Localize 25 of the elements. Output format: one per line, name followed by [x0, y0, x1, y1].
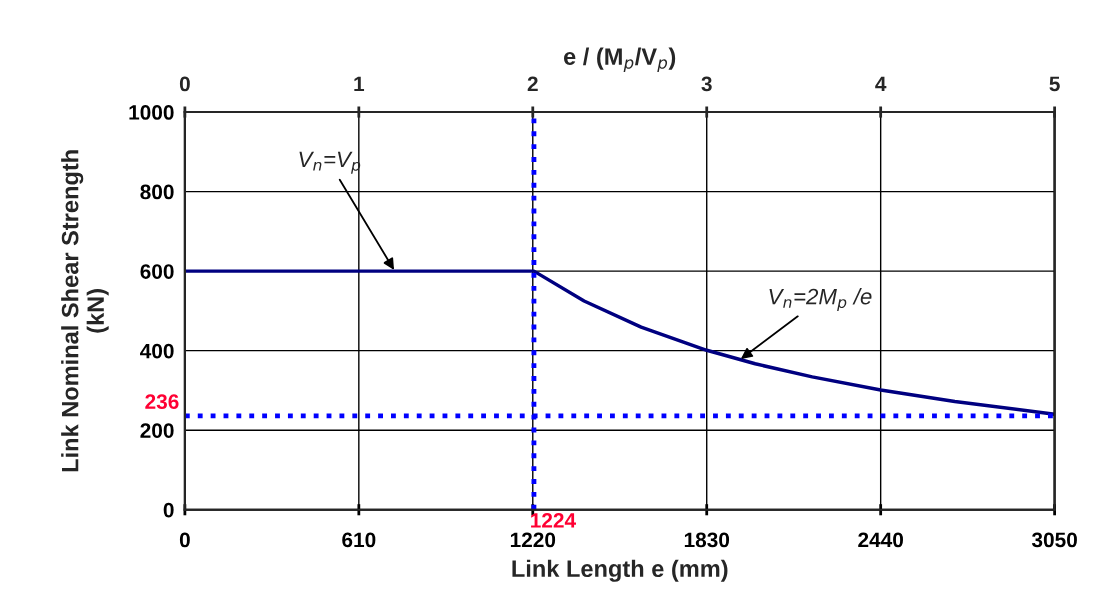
x2-tick-label: 4: [875, 76, 887, 92]
annotation: V$_{n}$=2M$_{p}$ /e: [769, 288, 872, 312]
x-axis-title: Link Length e (mm): [512, 559, 728, 582]
y-tick-label: 600: [140, 264, 174, 279]
x-tick-label: 1830: [684, 532, 730, 548]
x-tick-label: 0: [179, 532, 190, 548]
ref-line-label: 1224: [531, 513, 576, 528]
y-tick-label: 200: [140, 423, 174, 438]
x-tick-label: 2440: [858, 532, 903, 548]
y-axis-title: Link Nominal Shear Strength (kN): [61, 150, 109, 472]
x2-tick-label: 2: [527, 76, 538, 92]
x-tick-label: 3050: [1031, 532, 1077, 548]
y-tick-label: 800: [140, 184, 174, 200]
ref-line-label: 236: [145, 394, 179, 410]
y-tick-label: 1000: [129, 105, 174, 120]
x2-tick-label: 5: [1049, 76, 1060, 92]
x2-axis-title: e / (M$_{p}$/V$_{p}$): [564, 47, 676, 73]
x2-tick-label: 3: [701, 76, 712, 92]
y-tick-label: 0: [163, 502, 174, 518]
x-tick-label: 1220: [510, 532, 556, 548]
x-tick-label: 610: [342, 532, 376, 548]
x2-tick-label: 1: [354, 76, 365, 92]
x2-tick-label: 0: [179, 76, 190, 92]
line-series: [184, 269, 1055, 417]
y-tick-label: 400: [140, 343, 174, 359]
